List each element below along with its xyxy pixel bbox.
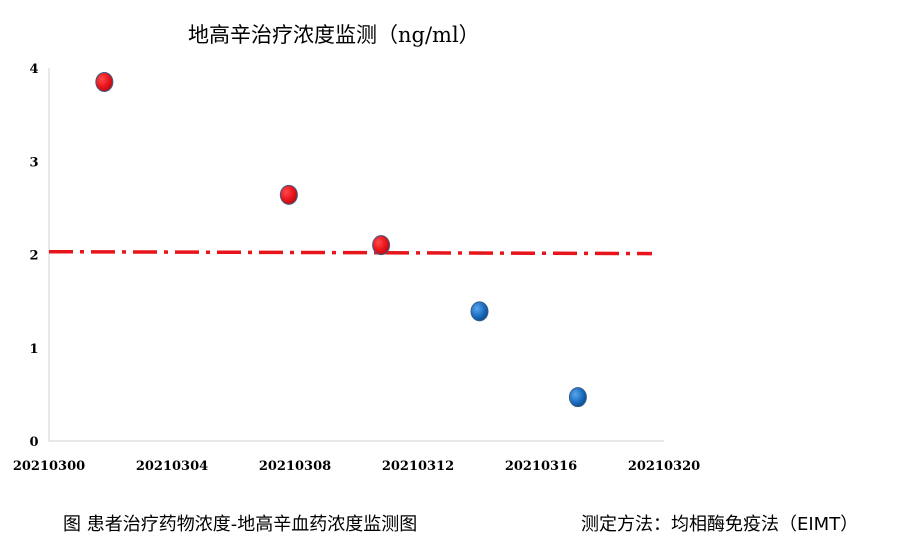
x-tick-label: 20210320 — [628, 459, 700, 474]
x-tick-label: 20210300 — [13, 459, 85, 474]
data-point — [470, 301, 489, 322]
x-tick-label: 20210304 — [136, 459, 208, 474]
y-tick-label: 3 — [29, 155, 38, 170]
x-tick-label: 20210312 — [382, 459, 454, 474]
figure-caption: 图 患者治疗药物浓度-地高辛血药浓度监测图 — [63, 514, 417, 535]
y-tick-label: 1 — [29, 342, 38, 357]
x-tick-label: 20210316 — [505, 459, 577, 474]
method-note: 测定方法：均相酶免疫法（EIMT） — [581, 514, 858, 535]
reference-line — [48, 249, 653, 256]
data-points — [95, 71, 587, 408]
data-point — [95, 71, 114, 92]
y-tick-label: 4 — [29, 62, 38, 77]
x-tick-label: 20210308 — [259, 459, 331, 474]
y-tick-label: 0 — [29, 435, 38, 450]
data-point — [279, 184, 298, 205]
data-point — [372, 235, 391, 256]
y-tick-label: 2 — [29, 249, 38, 264]
data-point — [568, 387, 587, 408]
chart-title: 地高辛治疗浓度监测（ng/ml） — [188, 23, 480, 47]
y-tick-labels: 0 1 2 3 4 — [29, 62, 38, 450]
x-tick-labels: 20210300 20210304 20210308 20210312 20210316… — [13, 459, 700, 474]
